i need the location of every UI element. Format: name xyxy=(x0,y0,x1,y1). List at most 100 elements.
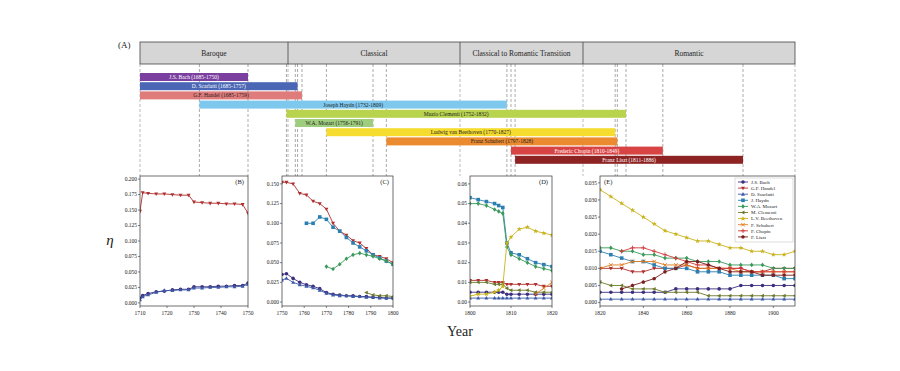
data-point xyxy=(761,273,765,277)
legend: J.S. BachG.F. HandelD. ScarlattiJ. Haydn… xyxy=(735,178,793,242)
lifespan-bar xyxy=(515,156,743,164)
lifespan-bar xyxy=(326,128,615,136)
data-point xyxy=(493,296,497,300)
data-point xyxy=(291,277,295,281)
period-divider xyxy=(460,42,461,64)
y-tick-label: 0.020 xyxy=(585,231,598,237)
data-point xyxy=(761,270,765,274)
data-point xyxy=(344,294,348,298)
data-point xyxy=(728,267,732,271)
data-point xyxy=(707,267,711,271)
data-point xyxy=(497,282,501,286)
data-point xyxy=(663,290,667,294)
series-line xyxy=(600,251,795,278)
data-point xyxy=(187,194,191,198)
data-point xyxy=(717,270,721,274)
legend-marker xyxy=(740,216,745,221)
legend-marker xyxy=(741,199,745,203)
plot-data xyxy=(282,181,393,300)
legend-marker xyxy=(741,204,745,209)
data-point xyxy=(771,273,775,277)
data-point xyxy=(192,286,196,290)
x-tick-label: 1750 xyxy=(243,310,254,316)
series-line xyxy=(140,284,248,299)
data-point xyxy=(696,260,700,264)
lifespan-label: Muzio Clementi (1752-1832) xyxy=(424,111,489,118)
data-point xyxy=(609,263,613,267)
y-tick-label: 0.015 xyxy=(585,248,598,254)
data-point xyxy=(608,194,613,199)
data-point xyxy=(772,273,776,277)
x-tick-label: 1800 xyxy=(388,310,399,316)
data-point xyxy=(517,288,521,292)
data-point xyxy=(141,191,145,195)
y-tick-label: 0.050 xyxy=(267,259,280,265)
data-point xyxy=(497,296,501,300)
lifespan-bar xyxy=(295,119,373,127)
data-point xyxy=(620,287,624,291)
data-point xyxy=(508,234,513,239)
data-point xyxy=(696,267,700,271)
lifespan-bar xyxy=(511,147,663,155)
data-point xyxy=(620,263,624,267)
data-point xyxy=(291,280,295,284)
data-point xyxy=(717,287,721,291)
data-point xyxy=(485,203,489,208)
x-tick-label: 1790 xyxy=(365,310,376,316)
data-point xyxy=(642,252,646,257)
data-point xyxy=(620,291,624,295)
y-tick-label: 0.000 xyxy=(585,299,598,305)
data-point xyxy=(674,263,678,267)
data-point xyxy=(782,284,786,288)
data-point xyxy=(476,291,481,296)
data-point xyxy=(772,270,776,274)
x-tick-label: 1800 xyxy=(465,310,476,316)
data-point xyxy=(338,230,342,234)
data-point xyxy=(600,187,603,192)
data-point xyxy=(641,270,645,274)
data-point xyxy=(792,249,795,254)
data-point xyxy=(760,294,764,298)
data-point xyxy=(208,202,212,206)
x-tick-label: 1770 xyxy=(321,310,332,316)
data-point xyxy=(497,209,501,214)
data-point xyxy=(154,290,158,294)
data-point xyxy=(609,283,613,287)
data-point xyxy=(517,253,521,257)
lifespan-label: D. Scarlatti (1685-1757) xyxy=(192,83,246,90)
data-point xyxy=(641,280,645,284)
data-point xyxy=(630,287,634,291)
legend-box xyxy=(735,178,793,242)
data-point xyxy=(304,193,308,197)
data-point xyxy=(685,290,689,294)
data-point xyxy=(200,201,204,205)
lifespan-bars xyxy=(140,73,743,164)
x-tick-label: 1780 xyxy=(343,310,354,316)
data-point xyxy=(338,229,342,233)
series-line xyxy=(622,262,795,289)
data-point xyxy=(298,192,302,196)
data-point xyxy=(526,292,530,296)
data-point xyxy=(162,288,166,292)
data-point xyxy=(526,260,530,265)
y-tick-label: 0.00 xyxy=(457,299,467,305)
lifespan-label: Ludwig van Beethoven (1770-1827) xyxy=(431,129,511,136)
data-point xyxy=(663,267,667,271)
data-point xyxy=(771,294,775,298)
data-point xyxy=(351,294,355,298)
x-tick-label: 1720 xyxy=(162,310,173,316)
data-point xyxy=(509,292,513,296)
y-tick-label: 0.005 xyxy=(585,282,598,288)
data-point xyxy=(609,291,613,295)
data-point xyxy=(497,204,501,208)
data-point xyxy=(717,266,721,270)
data-point xyxy=(696,270,700,274)
data-point xyxy=(728,294,732,298)
x-tick-label: 1880 xyxy=(725,310,736,316)
data-point xyxy=(505,286,509,290)
lifespan-label: Franz Schubert (1797-1828) xyxy=(471,138,533,145)
panel: 0.0000.0250.0500.0750.1000.1250.1500.175… xyxy=(106,176,253,316)
y-tick-label: 0.010 xyxy=(585,265,598,271)
data-point xyxy=(761,273,765,277)
data-point xyxy=(750,270,754,274)
